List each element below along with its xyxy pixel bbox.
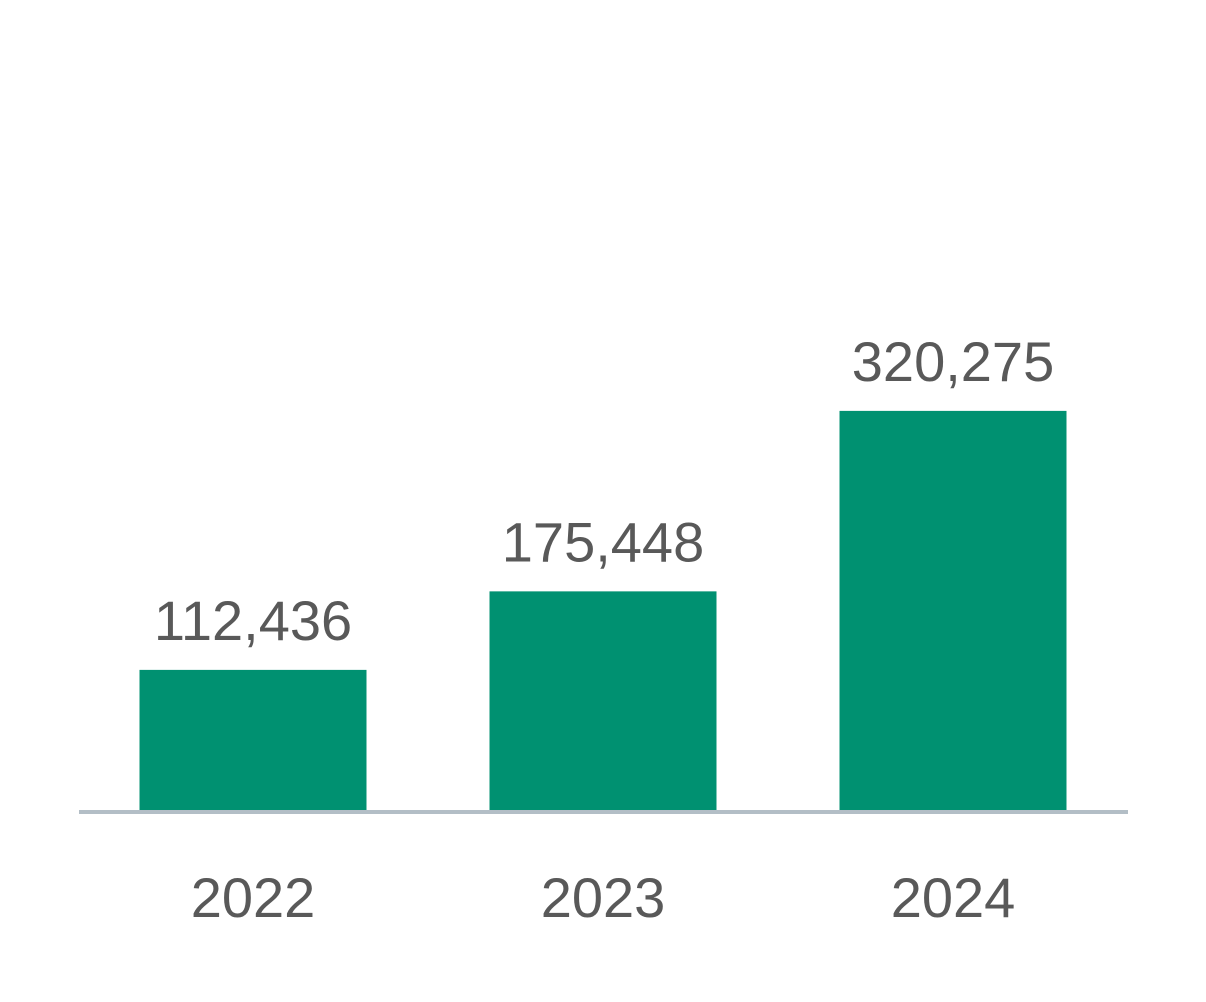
x-tick-label-2022: 2022 — [191, 866, 316, 929]
data-label-2024: 320,275 — [852, 330, 1054, 393]
bars-layer — [139, 410, 1067, 810]
x-tick-labels-layer: 2022 2023 2024 — [191, 866, 1016, 929]
bar-2022 — [139, 669, 367, 810]
x-tick-label-2023: 2023 — [541, 866, 666, 929]
bar-2023 — [489, 591, 717, 810]
data-label-2023: 175,448 — [502, 510, 704, 573]
data-label-2022: 112,436 — [154, 589, 352, 652]
bar-2024 — [839, 410, 1067, 810]
data-labels-layer: 112,436 175,448 320,275 — [154, 330, 1054, 652]
x-tick-label-2024: 2024 — [891, 866, 1016, 929]
